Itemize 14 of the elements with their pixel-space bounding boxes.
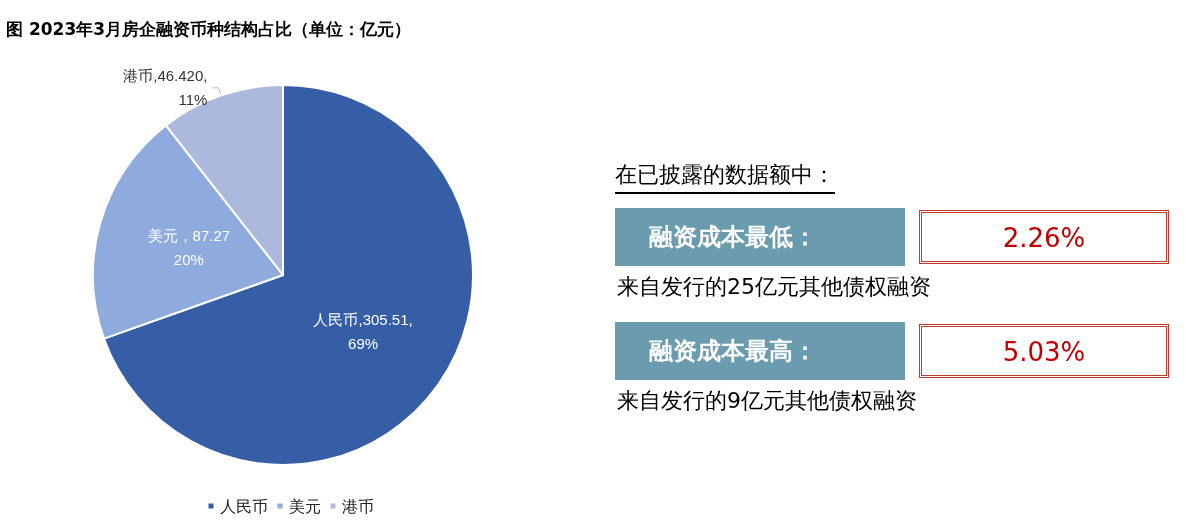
text: 2.26% [919,210,1169,264]
text: 来自发行的9亿元其他债权融资 [617,387,918,415]
text: 融资成本最高： [615,322,905,380]
legend-label: 人民币 [219,497,268,515]
text: 融资成本最低： [615,208,905,266]
legend-label: 港币 [341,497,374,515]
data-label: 美元，87.27 20% [147,227,231,269]
text: 5.03% [919,324,1169,378]
text: 来自发行的25亿元其他债权融资 [617,273,932,301]
text: 在已披露的数据额中： [615,160,835,194]
data-label: 港币,46.420, 11% [123,67,208,109]
chart-title: 图 2023年3月房企融资币种结构占比（单位：亿元） [6,18,412,41]
data-label: 人民币,305.51, 69% [313,311,413,352]
legend-label: 美元 [288,497,321,515]
